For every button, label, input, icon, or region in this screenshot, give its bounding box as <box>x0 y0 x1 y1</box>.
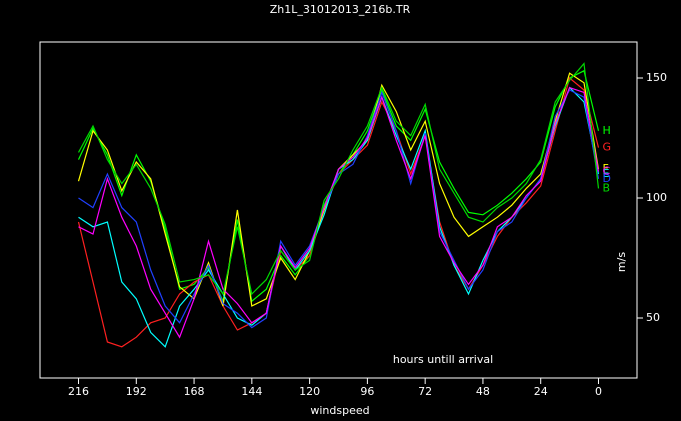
series-line <box>77 69 600 304</box>
x-tick-label: 120 <box>299 385 320 398</box>
y-axis-label: m/s <box>615 252 628 272</box>
chart-title: Zh1L_31012013_216b.TR <box>270 3 411 16</box>
x-tick-label: 0 <box>595 385 602 398</box>
series-line <box>78 86 600 339</box>
x-tick-label: 192 <box>126 385 147 398</box>
plot-frame <box>39 41 638 379</box>
annotation: hours untill arrival <box>393 353 493 366</box>
x-tick-label: 72 <box>418 385 432 398</box>
x-axis-label: windspeed <box>310 404 369 417</box>
series-line <box>77 62 600 296</box>
x-tick-label: 216 <box>68 385 89 398</box>
y-tick-label: 50 <box>646 311 660 324</box>
series-label: H <box>602 124 610 137</box>
series-line <box>77 76 600 348</box>
series-label: B <box>602 181 610 194</box>
x-tick-label: 168 <box>184 385 205 398</box>
x-tick-label: 144 <box>241 385 262 398</box>
y-tick-label: 150 <box>646 71 667 84</box>
x-tick-label: 96 <box>360 385 374 398</box>
series-label: C <box>602 165 610 178</box>
series-label: D <box>602 172 610 185</box>
series-label: F <box>602 162 608 175</box>
series-label: G <box>602 141 611 154</box>
series-line <box>78 89 600 329</box>
y-tick-label: 100 <box>646 191 667 204</box>
x-tick-label: 48 <box>476 385 490 398</box>
series-label: E <box>602 167 609 180</box>
series-line <box>78 86 600 348</box>
x-tick-label: 24 <box>534 385 548 398</box>
